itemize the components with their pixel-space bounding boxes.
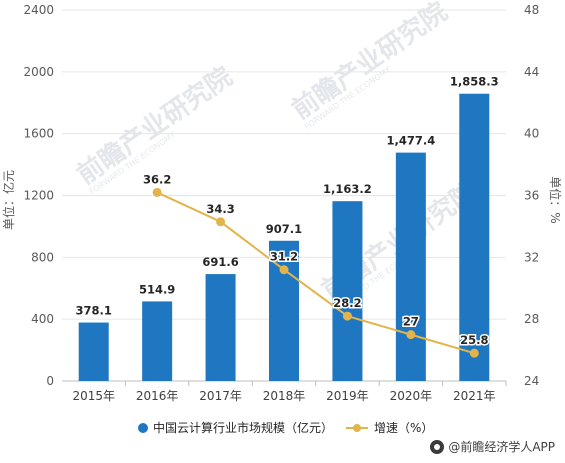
growth-point bbox=[469, 348, 479, 358]
growth-value-label: 31.2 bbox=[270, 250, 298, 264]
growth-value-label: 36.2 bbox=[143, 172, 171, 186]
legend-line-label: 增速（%） bbox=[374, 421, 433, 435]
bar-value-label: 907.1 bbox=[266, 222, 302, 236]
bar-value-label: 1,163.2 bbox=[323, 182, 372, 196]
growth-point bbox=[279, 265, 289, 275]
category-label: 2020年 bbox=[390, 389, 433, 403]
bar-series bbox=[78, 93, 490, 381]
left-axis-ticks: 0 400 800 1200 1600 2000 2400 bbox=[23, 3, 54, 388]
bar bbox=[78, 322, 109, 381]
right-axis-ticks: 24 28 32 36 40 44 48 bbox=[524, 3, 539, 388]
category-label: 2018年 bbox=[263, 389, 306, 403]
growth-point bbox=[342, 311, 352, 321]
growth-value-label: 27 bbox=[403, 315, 419, 329]
legend: 中国云计算行业市场规模（亿元） 增速（%） bbox=[138, 420, 433, 435]
bar-value-labels: 378.1 514.9 691.6 907.1 1,163.2 1,477.4 1,858.… bbox=[76, 75, 499, 318]
bar bbox=[332, 201, 363, 381]
left-tick-label: 800 bbox=[31, 250, 54, 264]
watermark-text: 前瞻产业研究院 bbox=[286, 0, 453, 126]
bar bbox=[142, 301, 173, 381]
left-tick-label: 1600 bbox=[23, 127, 54, 141]
bar bbox=[459, 93, 490, 381]
bar bbox=[269, 240, 299, 381]
right-tick-label: 36 bbox=[524, 189, 539, 203]
right-tick-label: 44 bbox=[524, 65, 539, 79]
growth-value-label: 25.8 bbox=[460, 333, 488, 347]
right-tick-label: 48 bbox=[524, 3, 539, 17]
growth-point bbox=[406, 330, 416, 340]
right-tick-label: 40 bbox=[524, 127, 539, 141]
growth-point bbox=[216, 217, 226, 227]
category-label: 2021年 bbox=[453, 389, 496, 403]
x-axis-categories: 2015年 2016年 2017年 2018年 2019年 2020年 2021年 bbox=[72, 381, 507, 403]
bar-value-label: 691.6 bbox=[202, 255, 238, 269]
bar-value-label: 1,477.4 bbox=[386, 134, 435, 148]
right-tick-label: 28 bbox=[524, 312, 539, 326]
bar bbox=[205, 274, 236, 381]
legend-bar-label: 中国云计算行业市场规模（亿元） bbox=[153, 420, 333, 435]
legend-line-dot bbox=[353, 424, 361, 432]
left-tick-label: 1200 bbox=[23, 189, 54, 203]
gridlines bbox=[62, 9, 506, 382]
category-label: 2017年 bbox=[199, 389, 242, 403]
category-label: 2016年 bbox=[136, 389, 179, 403]
right-axis-title: 单位：% bbox=[548, 176, 563, 223]
line-series: 36.2 34.3 31.2 28.2 27 25.8 bbox=[141, 171, 490, 358]
watermark-text: 前瞻产业研究院 bbox=[71, 61, 238, 191]
brand-logo-icon bbox=[430, 439, 445, 454]
category-label: 2015年 bbox=[72, 389, 115, 403]
growth-value-label: 28.2 bbox=[333, 296, 361, 310]
right-tick-label: 32 bbox=[524, 250, 539, 264]
source-credit: @前瞻经济学人APP bbox=[430, 438, 555, 455]
legend-bar-marker bbox=[138, 423, 148, 433]
left-axis-title: 单位：亿元 bbox=[1, 170, 16, 230]
left-tick-label: 2400 bbox=[23, 3, 54, 17]
source-text: @前瞻经济学人APP bbox=[448, 440, 555, 454]
bar-value-label: 514.9 bbox=[139, 282, 175, 296]
category-label: 2019年 bbox=[326, 389, 369, 403]
left-tick-label: 0 bbox=[46, 374, 54, 388]
growth-line bbox=[156, 191, 475, 355]
left-tick-label: 400 bbox=[31, 312, 54, 326]
bar bbox=[395, 152, 426, 381]
left-tick-label: 2000 bbox=[23, 65, 54, 79]
growth-point bbox=[152, 187, 162, 197]
bar-value-label: 1,858.3 bbox=[450, 75, 499, 89]
right-tick-label: 24 bbox=[524, 374, 539, 388]
growth-value-label: 34.3 bbox=[206, 202, 234, 216]
bar-value-label: 378.1 bbox=[76, 304, 112, 318]
